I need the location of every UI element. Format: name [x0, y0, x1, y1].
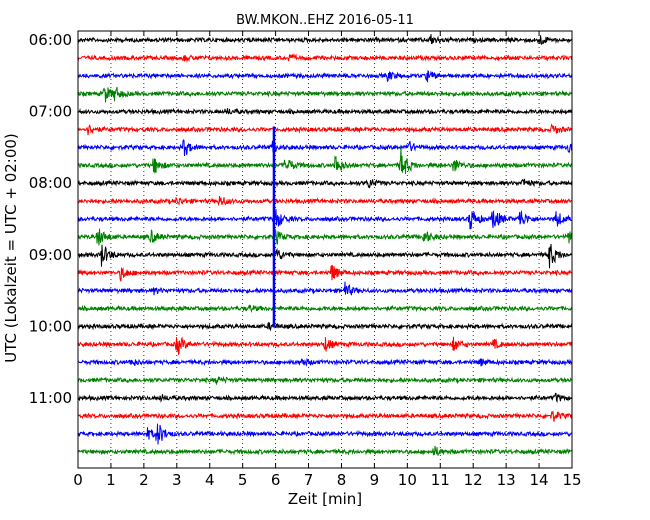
trace-line [77, 392, 573, 404]
y-axis-label: UTC (Lokalzeit = UTC + 02:00) [2, 133, 20, 363]
trace-line [77, 107, 573, 116]
x-tick-label: 8 [337, 471, 347, 489]
y-tick-label: 07:00 [29, 103, 72, 121]
trace-line [77, 228, 573, 246]
x-tick-label: 14 [530, 471, 549, 489]
trace-line [77, 375, 573, 385]
x-tick-label: 11 [431, 471, 450, 489]
trace-line [77, 243, 573, 269]
trace-line [77, 304, 573, 313]
trace-line [77, 265, 573, 282]
y-tick-label: 11:00 [29, 389, 72, 407]
y-tick-label: 10:00 [29, 317, 72, 335]
y-tick-label: 06:00 [29, 31, 72, 49]
trace-line [77, 123, 573, 136]
trace-line [77, 69, 573, 83]
x-tick-label: 10 [398, 471, 417, 489]
x-axis-ticks: 0 1 2 3 4 5 6 7 8 9 10 11 12 13 14 15 [73, 31, 582, 489]
x-tick-label: 15 [562, 471, 581, 489]
x-tick-label: 5 [238, 471, 248, 489]
trace-line [77, 357, 573, 367]
trace-line [77, 178, 573, 189]
trace-line [77, 410, 573, 422]
y-tick-label: 08:00 [29, 174, 72, 192]
trace-line [77, 139, 573, 157]
trace-line [77, 195, 573, 207]
y-axis-ticks: 06:00 07:00 08:00 09:00 10:00 11:00 [29, 31, 572, 407]
trace-line [77, 423, 573, 445]
trace-line [77, 86, 573, 103]
trace-line [77, 146, 573, 175]
x-tick-label: 4 [205, 471, 215, 489]
x-axis-label: Zeit [min] [288, 490, 362, 508]
trace-line [77, 281, 573, 296]
x-tick-label: 9 [370, 471, 380, 489]
trace-line [77, 209, 573, 230]
grid-lines [110, 31, 540, 468]
trace-line [77, 321, 573, 332]
seismic-traces [77, 34, 573, 456]
y-tick-label: 09:00 [29, 246, 72, 264]
x-tick-label: 13 [497, 471, 516, 489]
x-tick-label: 7 [304, 471, 314, 489]
x-tick-label: 3 [172, 471, 182, 489]
x-tick-label: 12 [464, 471, 483, 489]
trace-line [77, 445, 573, 456]
trace-line [77, 52, 573, 63]
x-tick-label: 6 [271, 471, 281, 489]
x-tick-label: 2 [139, 471, 149, 489]
trace-line [77, 34, 573, 46]
trace-line [77, 336, 573, 356]
plot-frame [77, 30, 573, 469]
x-tick-label: 0 [73, 471, 83, 489]
x-tick-label: 1 [106, 471, 116, 489]
chart-title: BW.MKON..EHZ 2016-05-11 [236, 13, 414, 28]
